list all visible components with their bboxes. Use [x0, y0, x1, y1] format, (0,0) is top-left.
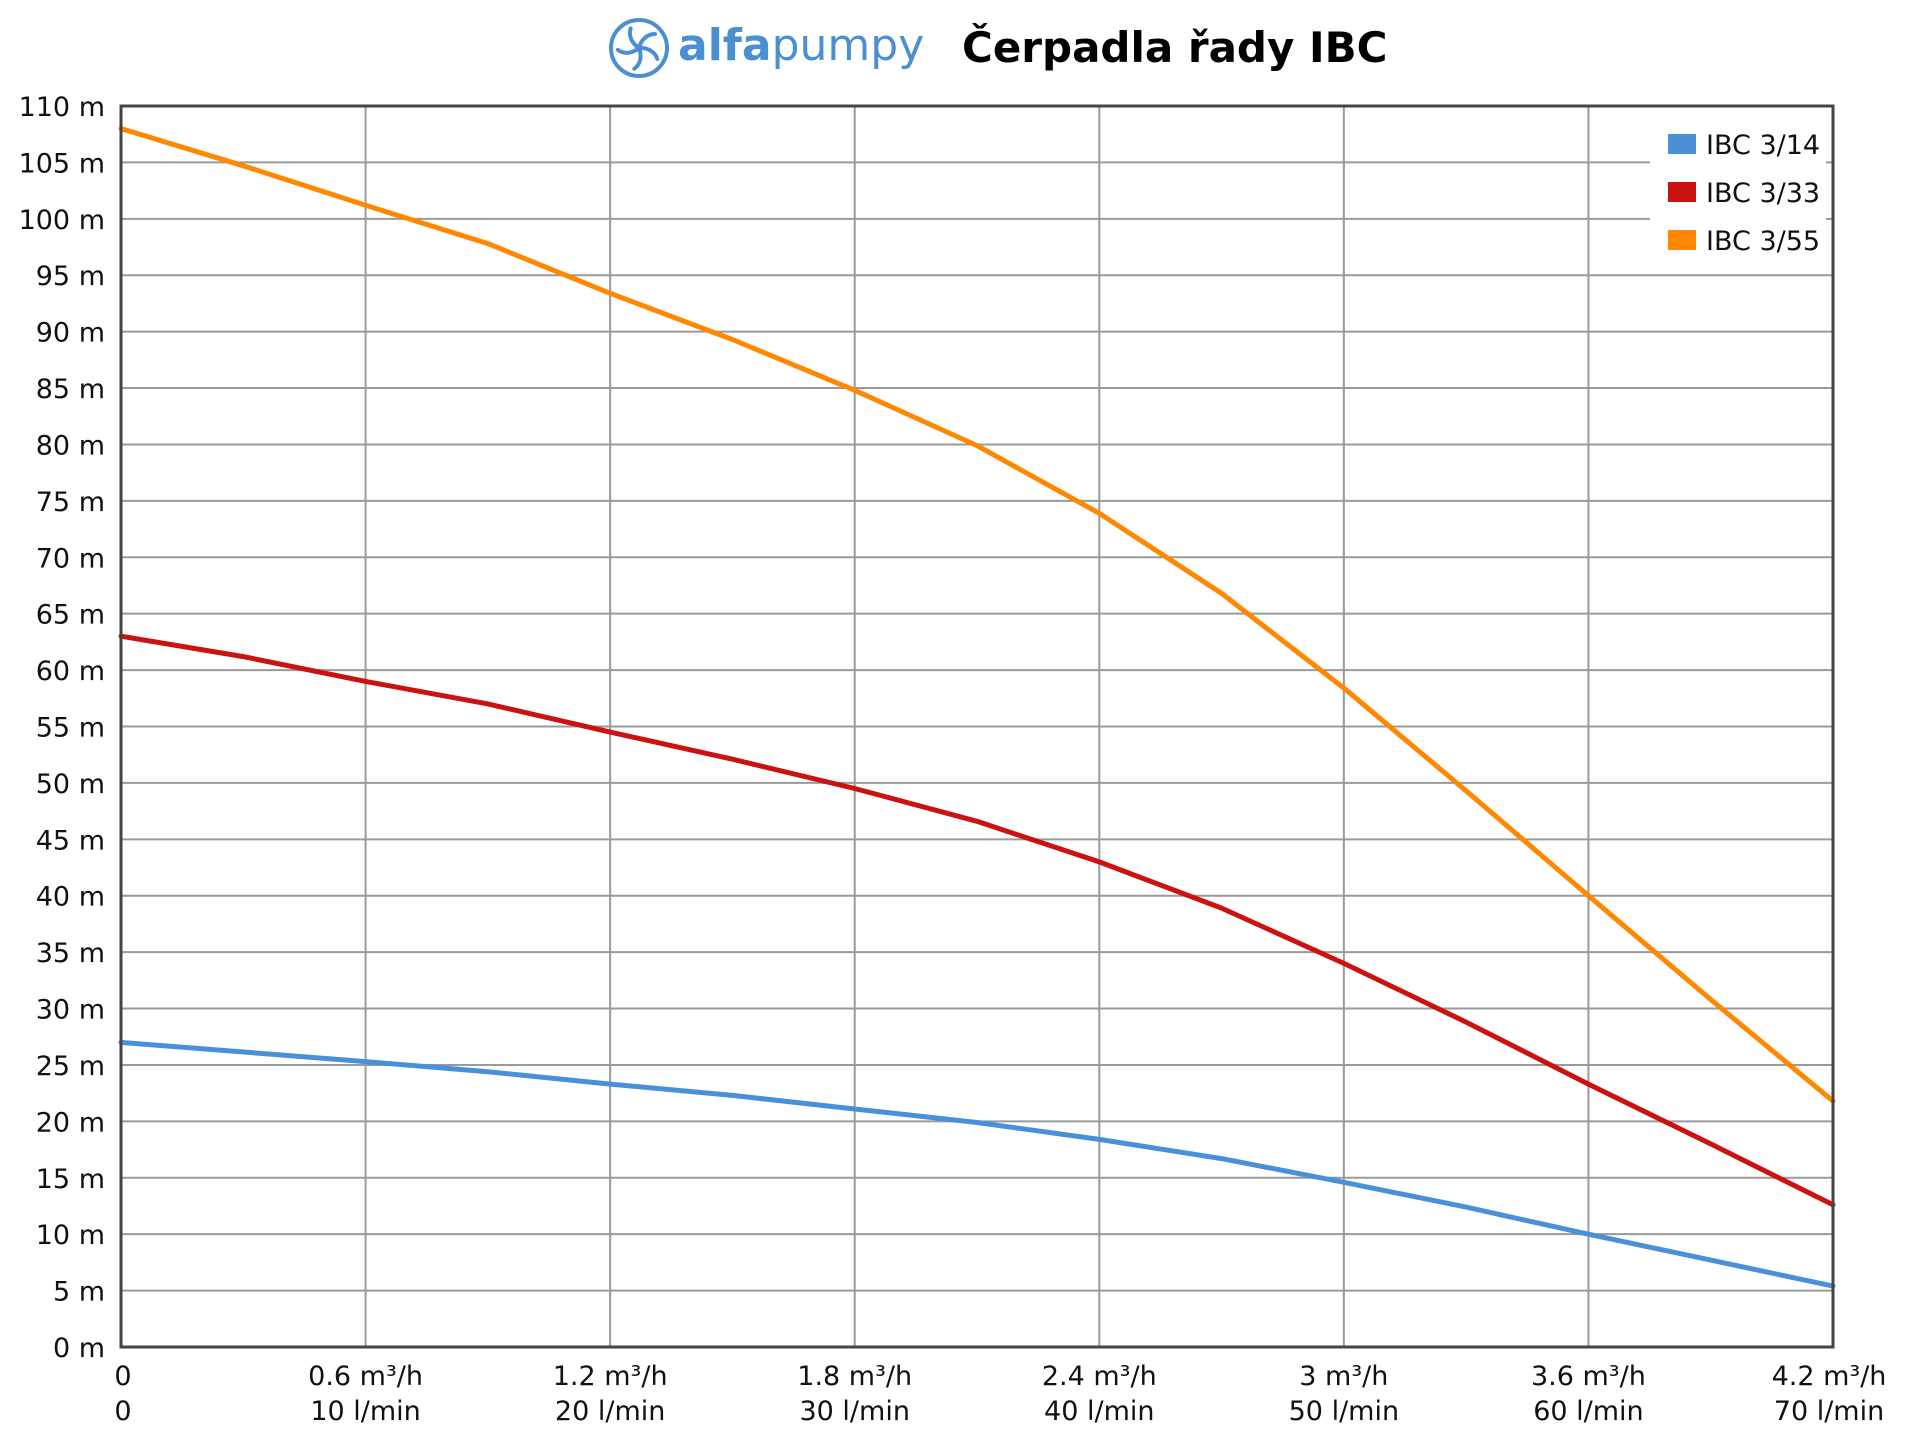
- y-tick-label: 105 m: [19, 148, 105, 179]
- y-tick-label: 70 m: [36, 543, 105, 574]
- brand-name: alfapumpy: [678, 18, 924, 74]
- grid-lines: [120, 105, 1834, 1348]
- series-line-ibc-3-33: [118, 633, 1836, 1208]
- chart-header: alfapumpy Čerpadla řady IBC: [0, 0, 1920, 96]
- x-tick-label: 4.2 m³/h: [1772, 1361, 1887, 1392]
- series-line-ibc-3-14: [118, 1039, 1836, 1289]
- y-tick-label: 45 m: [36, 825, 105, 856]
- y-tick-label: 95 m: [36, 261, 105, 292]
- x-tick-label: 2.4 m³/h: [1042, 1361, 1157, 1392]
- y-tick-label: 15 m: [36, 1164, 105, 1195]
- y-tick-label: 5 m: [53, 1277, 105, 1308]
- y-tick-label: 75 m: [36, 487, 105, 518]
- x-tick-label-secondary: 30 l/min: [799, 1396, 909, 1427]
- y-tick-label: 85 m: [36, 374, 105, 405]
- y-tick-label: 35 m: [36, 938, 105, 969]
- y-tick-label: 110 m: [19, 92, 105, 123]
- legend-swatch: [1668, 134, 1696, 154]
- y-tick-label: 60 m: [36, 656, 105, 687]
- x-tick-label: 0: [114, 1361, 131, 1392]
- x-axis-ticks: 0 0 0.6 m³/h 10 l/min 1.2 m³/h 20 l/min 1.8 m³…: [114, 1361, 1886, 1427]
- legend-swatch: [1668, 182, 1696, 202]
- brand-name-bold: alfa: [678, 20, 772, 71]
- x-tick-label: 0.6 m³/h: [308, 1361, 423, 1392]
- y-tick-label: 10 m: [36, 1220, 105, 1251]
- page-title: Čerpadla řady IBC: [962, 23, 1388, 72]
- y-tick-label: 100 m: [19, 205, 105, 236]
- x-tick-label-secondary: 40 l/min: [1044, 1396, 1154, 1427]
- y-tick-label: 25 m: [36, 1051, 105, 1082]
- series-line-ibc-3-55: [118, 126, 1836, 1104]
- y-tick-label: 50 m: [36, 769, 105, 800]
- x-tick-label-secondary: 70 l/min: [1774, 1396, 1884, 1427]
- x-tick-label-secondary: 0: [114, 1396, 131, 1427]
- y-tick-label: 90 m: [36, 318, 105, 349]
- legend-label: IBC 3/14: [1706, 130, 1820, 161]
- legend-label: IBC 3/33: [1706, 178, 1820, 209]
- x-tick-label-secondary: 20 l/min: [555, 1396, 665, 1427]
- x-tick-label-secondary: 10 l/min: [310, 1396, 420, 1427]
- legend: IBC 3/14 IBC 3/33 IBC 3/55: [1650, 124, 1826, 262]
- legend-label: IBC 3/55: [1706, 226, 1820, 257]
- y-tick-label: 40 m: [36, 882, 105, 913]
- x-tick-label-secondary: 60 l/min: [1533, 1396, 1643, 1427]
- y-tick-label: 20 m: [36, 1107, 105, 1138]
- plot-frame: [119, 104, 1835, 1349]
- y-tick-label: 80 m: [36, 430, 105, 461]
- legend-swatch: [1668, 230, 1696, 250]
- brand-name-regular: pumpy: [771, 20, 925, 71]
- y-axis-ticks: 0 m 5 m 10 m 15 m 20 m 25 m 30 m 35 m 40 m 45 m 50…: [19, 92, 105, 1364]
- y-tick-label: 55 m: [36, 713, 105, 744]
- x-tick-label: 3 m³/h: [1299, 1361, 1388, 1392]
- series-lines: [118, 126, 1836, 1289]
- y-tick-label: 0 m: [53, 1333, 105, 1364]
- brand-logo-icon: [609, 18, 669, 78]
- x-tick-label: 3.6 m³/h: [1531, 1361, 1646, 1392]
- x-tick-label-secondary: 50 l/min: [1289, 1396, 1399, 1427]
- y-tick-label: 65 m: [36, 600, 105, 631]
- x-tick-label: 1.2 m³/h: [553, 1361, 668, 1392]
- y-tick-label: 30 m: [36, 995, 105, 1026]
- x-tick-label: 1.8 m³/h: [797, 1361, 912, 1392]
